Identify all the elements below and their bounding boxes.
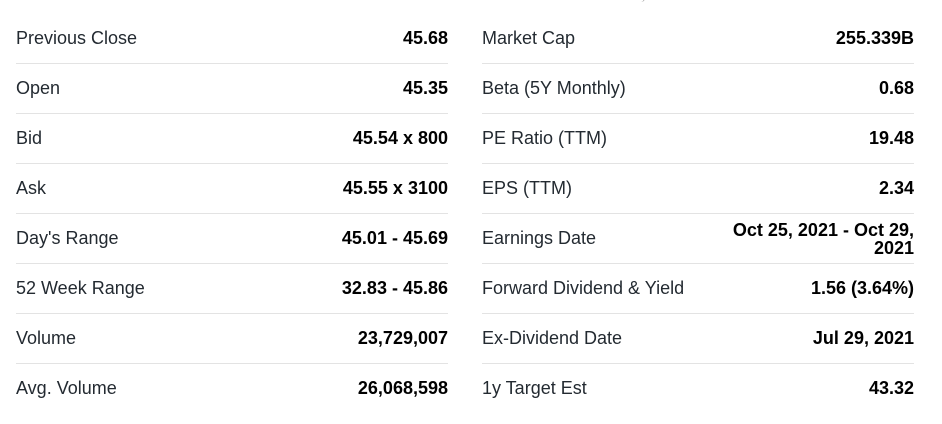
value-previous-close: 45.68 (402, 28, 448, 48)
value-forward-dividend-yield: 1.56 (3.64%) (810, 278, 914, 298)
summary-right-column: Market Cap 255.339B Beta (5Y Monthly) 0.… (482, 14, 914, 413)
value-days-range: 45.01 - 45.69 (341, 228, 448, 248)
label-1y-target-est: 1y Target Est (482, 378, 587, 398)
label-earnings-date: Earnings Date (482, 228, 597, 248)
value-beta: 0.68 (878, 78, 914, 98)
row-previous-close: Previous Close 45.68 (16, 14, 448, 64)
row-earnings-date: Earnings Date Oct 25, 2021 - Oct 29, 202… (482, 214, 914, 264)
value-ex-dividend-date: Jul 29, 2021 (812, 328, 914, 348)
value-eps: 2.34 (878, 178, 914, 198)
label-volume: Volume (16, 328, 77, 348)
quote-summary: Previous Close 45.68 Open 45.35 Bid 45.5… (0, 14, 942, 413)
label-bid: Bid (16, 128, 43, 148)
value-market-cap: 255.339B (835, 28, 914, 48)
label-market-cap: Market Cap (482, 28, 576, 48)
label-eps: EPS (TTM) (482, 178, 572, 198)
row-volume: Volume 23,729,007 (16, 314, 448, 364)
label-pe-ratio: PE Ratio (TTM) (482, 128, 608, 148)
value-bid: 45.54 x 800 (352, 128, 448, 148)
value-avg-volume: 26,068,598 (357, 378, 448, 398)
tooltip-pointer-mark (640, 0, 645, 2)
row-1y-target-est: 1y Target Est 43.32 (482, 364, 914, 413)
row-ex-dividend-date: Ex-Dividend Date Jul 29, 2021 (482, 314, 914, 364)
row-ask: Ask 45.55 x 3100 (16, 164, 448, 214)
row-avg-volume: Avg. Volume 26,068,598 (16, 364, 448, 413)
row-open: Open 45.35 (16, 64, 448, 114)
value-earnings-date: Oct 25, 2021 - Oct 29, 2021 (732, 219, 914, 258)
summary-left-column: Previous Close 45.68 Open 45.35 Bid 45.5… (16, 14, 448, 413)
row-days-range: Day's Range 45.01 - 45.69 (16, 214, 448, 264)
label-open: Open (16, 78, 61, 98)
label-beta: Beta (5Y Monthly) (482, 78, 626, 98)
row-52-week-range: 52 Week Range 32.83 - 45.86 (16, 264, 448, 314)
row-pe-ratio: PE Ratio (TTM) 19.48 (482, 114, 914, 164)
value-52-week-range: 32.83 - 45.86 (341, 278, 448, 298)
row-eps: EPS (TTM) 2.34 (482, 164, 914, 214)
value-volume: 23,729,007 (357, 328, 448, 348)
row-forward-dividend-yield: Forward Dividend & Yield 1.56 (3.64%) (482, 264, 914, 314)
label-ex-dividend-date: Ex-Dividend Date (482, 328, 623, 348)
row-bid: Bid 45.54 x 800 (16, 114, 448, 164)
label-days-range: Day's Range (16, 228, 119, 248)
row-market-cap: Market Cap 255.339B (482, 14, 914, 64)
label-ask: Ask (16, 178, 47, 198)
value-ask: 45.55 x 3100 (342, 178, 448, 198)
value-1y-target-est: 43.32 (868, 378, 914, 398)
value-open: 45.35 (402, 78, 448, 98)
row-beta: Beta (5Y Monthly) 0.68 (482, 64, 914, 114)
label-avg-volume: Avg. Volume (16, 378, 117, 398)
label-forward-dividend-yield: Forward Dividend & Yield (482, 278, 685, 298)
label-52-week-range: 52 Week Range (16, 278, 145, 298)
label-previous-close: Previous Close (16, 28, 138, 48)
value-pe-ratio: 19.48 (868, 128, 914, 148)
